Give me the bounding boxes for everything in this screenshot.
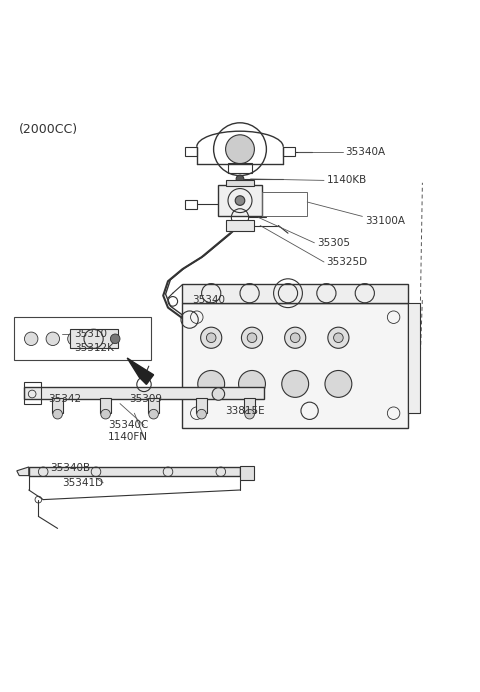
Bar xyxy=(52,398,63,413)
Circle shape xyxy=(239,370,265,397)
Text: 35310: 35310 xyxy=(74,329,108,339)
Circle shape xyxy=(285,327,306,348)
Text: 1140KB: 1140KB xyxy=(326,175,367,185)
Circle shape xyxy=(206,333,216,343)
Bar xyxy=(196,398,207,413)
Bar xyxy=(24,387,264,399)
Circle shape xyxy=(197,410,206,419)
Circle shape xyxy=(149,410,158,419)
Bar xyxy=(182,303,408,428)
Bar xyxy=(408,303,420,413)
Circle shape xyxy=(226,135,254,163)
Circle shape xyxy=(24,332,38,345)
Bar xyxy=(185,199,197,209)
Text: (2000CC): (2000CC) xyxy=(19,122,78,136)
Bar xyxy=(148,398,159,413)
Circle shape xyxy=(236,175,244,183)
Text: 35342: 35342 xyxy=(48,394,81,404)
Polygon shape xyxy=(17,467,29,475)
Circle shape xyxy=(68,332,81,345)
Bar xyxy=(283,147,295,156)
Bar xyxy=(262,192,307,217)
Polygon shape xyxy=(127,358,154,384)
Bar xyxy=(24,382,41,403)
Circle shape xyxy=(53,410,62,419)
Text: 35340B: 35340B xyxy=(50,464,91,473)
Circle shape xyxy=(282,370,309,397)
Circle shape xyxy=(212,388,225,400)
Circle shape xyxy=(245,410,254,419)
Text: 33100A: 33100A xyxy=(365,216,405,226)
Bar xyxy=(226,220,254,231)
Bar xyxy=(240,466,254,480)
Bar xyxy=(100,398,111,413)
Text: 35309: 35309 xyxy=(130,394,163,404)
Circle shape xyxy=(328,327,349,348)
Circle shape xyxy=(241,327,263,348)
Text: 35340C: 35340C xyxy=(108,420,148,430)
Bar xyxy=(218,185,262,217)
Text: 35341D: 35341D xyxy=(62,477,104,488)
Circle shape xyxy=(46,332,60,345)
Circle shape xyxy=(198,370,225,397)
Bar xyxy=(226,181,254,186)
Text: 35305: 35305 xyxy=(317,238,350,248)
Text: 1140FN: 1140FN xyxy=(108,432,148,442)
Text: A: A xyxy=(306,406,313,415)
Circle shape xyxy=(325,370,352,397)
Text: 35325D: 35325D xyxy=(326,257,368,267)
Bar xyxy=(14,317,151,361)
Bar xyxy=(244,398,255,413)
Circle shape xyxy=(290,333,300,343)
Bar xyxy=(182,284,408,303)
Text: A: A xyxy=(186,315,193,324)
Bar xyxy=(70,329,118,348)
Circle shape xyxy=(201,327,222,348)
Text: 35340A: 35340A xyxy=(346,147,386,156)
Circle shape xyxy=(235,196,245,206)
Bar xyxy=(185,147,197,156)
Circle shape xyxy=(334,333,343,343)
Text: 35340: 35340 xyxy=(192,295,225,305)
Circle shape xyxy=(110,334,120,344)
Circle shape xyxy=(247,333,257,343)
Bar xyxy=(228,163,252,173)
Circle shape xyxy=(101,410,110,419)
Text: 35312K: 35312K xyxy=(74,343,114,354)
Text: 33815E: 33815E xyxy=(226,406,265,416)
Bar xyxy=(29,467,240,475)
